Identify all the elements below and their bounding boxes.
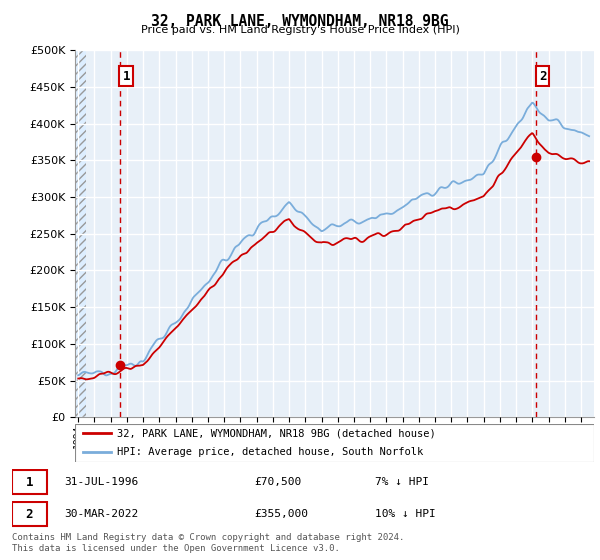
Text: 7% ↓ HPI: 7% ↓ HPI — [375, 477, 429, 487]
Text: Contains HM Land Registry data © Crown copyright and database right 2024.
This d: Contains HM Land Registry data © Crown c… — [12, 533, 404, 553]
FancyBboxPatch shape — [75, 424, 594, 462]
Text: 2: 2 — [539, 69, 547, 82]
Bar — [75, 50, 86, 417]
Text: Price paid vs. HM Land Registry's House Price Index (HPI): Price paid vs. HM Land Registry's House … — [140, 25, 460, 35]
FancyBboxPatch shape — [12, 502, 47, 526]
Text: 2: 2 — [26, 507, 33, 521]
Text: £355,000: £355,000 — [254, 509, 308, 519]
Text: 1: 1 — [122, 69, 130, 82]
Text: 31-JUL-1996: 31-JUL-1996 — [64, 477, 138, 487]
Text: 32, PARK LANE, WYMONDHAM, NR18 9BG (detached house): 32, PARK LANE, WYMONDHAM, NR18 9BG (deta… — [116, 428, 435, 438]
Text: £70,500: £70,500 — [254, 477, 301, 487]
Text: 10% ↓ HPI: 10% ↓ HPI — [375, 509, 436, 519]
Text: 30-MAR-2022: 30-MAR-2022 — [64, 509, 138, 519]
FancyBboxPatch shape — [12, 470, 47, 494]
Text: HPI: Average price, detached house, South Norfolk: HPI: Average price, detached house, Sout… — [116, 447, 423, 458]
Text: 1: 1 — [26, 475, 33, 489]
Text: 32, PARK LANE, WYMONDHAM, NR18 9BG: 32, PARK LANE, WYMONDHAM, NR18 9BG — [151, 14, 449, 29]
